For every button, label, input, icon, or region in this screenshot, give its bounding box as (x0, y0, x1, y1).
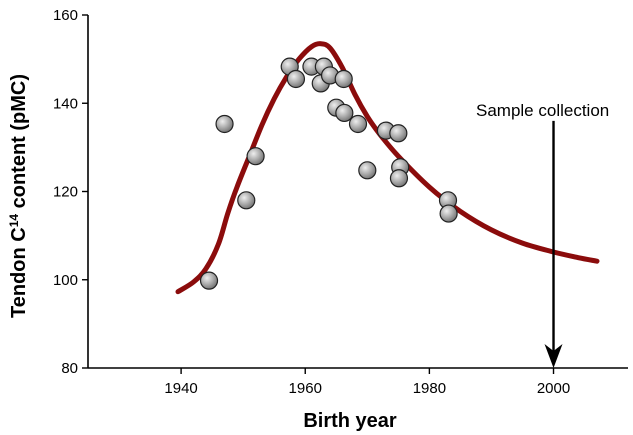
fitted-curve-line (175, 41, 600, 295)
data-point (358, 161, 377, 180)
x-tick-label: 1960 (289, 380, 322, 397)
data-point (348, 114, 368, 134)
data-point (286, 69, 306, 89)
arrow-head (544, 344, 563, 368)
x-axis-label: Birth year (303, 410, 397, 432)
y-tick-label: 140 (53, 95, 78, 112)
data-point (334, 69, 353, 89)
y-tick-label: 120 (53, 184, 78, 201)
y-tick-label: 100 (53, 272, 78, 289)
data-point (389, 169, 409, 188)
sample-collection-label: Sample collection (476, 101, 609, 120)
y-tick-label: 80 (61, 360, 78, 377)
data-point (199, 271, 219, 290)
x-tick-label: 1980 (413, 380, 446, 397)
x-tick-label: 2000 (537, 380, 570, 397)
y-axis-label-main: Tendon C (8, 227, 30, 318)
y-axis-label: Tendon C14 content (pMC) (7, 74, 30, 318)
y-tick-label: 160 (53, 7, 78, 24)
data-point (389, 124, 408, 143)
y-axis-label-rest: content (pMC) (8, 74, 30, 214)
data-point (335, 103, 354, 123)
x-tick-label: 1940 (164, 380, 197, 397)
data-point (237, 191, 256, 210)
data-point (246, 147, 265, 166)
y-axis-label-superscript: 14 (7, 214, 21, 228)
plot-area: 80 100 120 140 160 1940 1960 1980 2000 Sample col… (53, 7, 628, 397)
data-point (439, 204, 458, 223)
data-point (215, 114, 234, 134)
